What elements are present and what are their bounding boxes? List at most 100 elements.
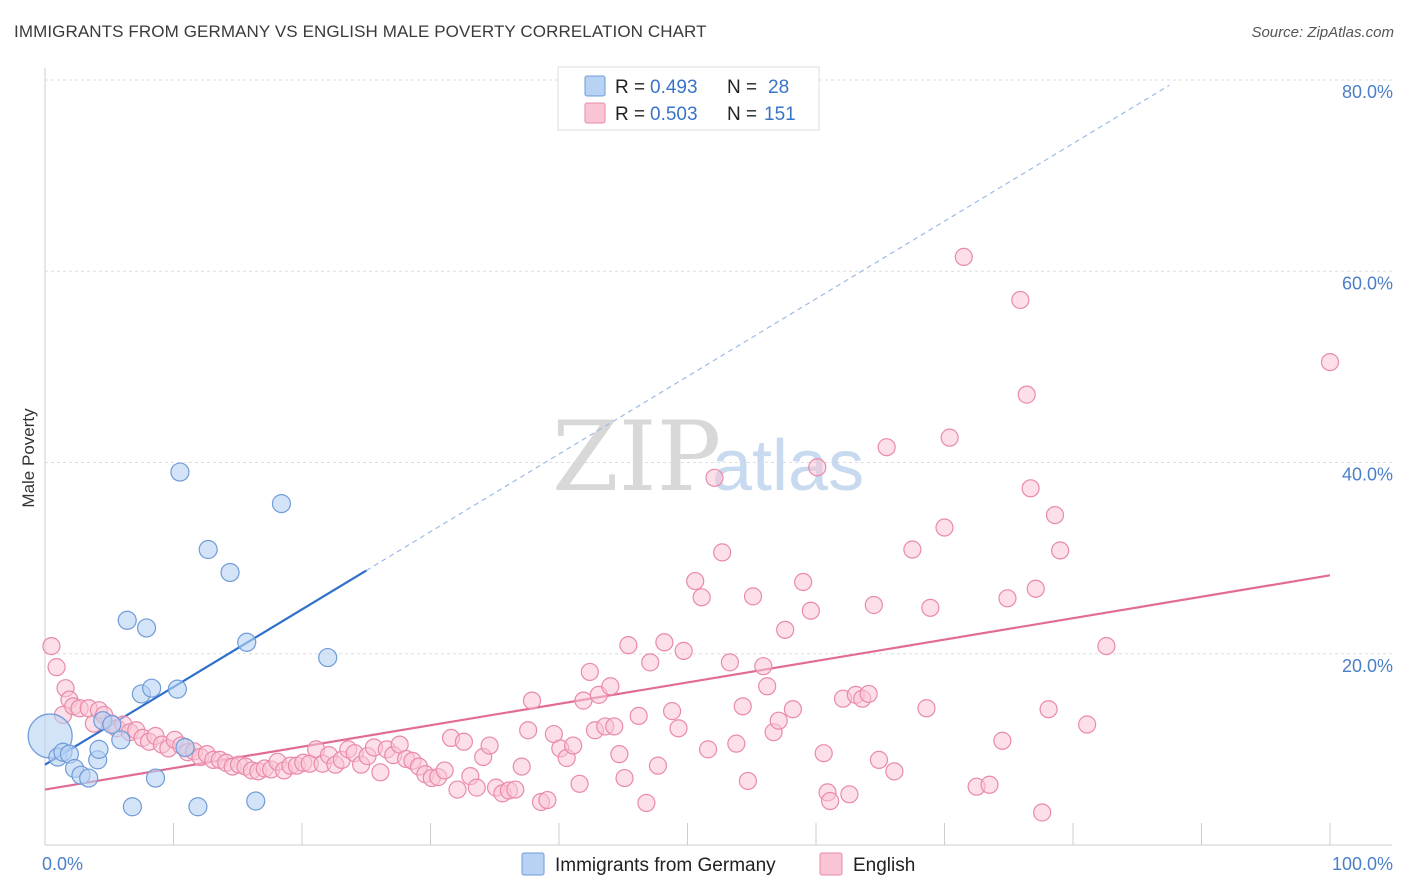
y-axis-title: Male Poverty <box>19 408 38 508</box>
english-point <box>637 793 656 813</box>
germany-point <box>122 797 142 817</box>
english-point <box>743 587 763 606</box>
english-point <box>692 588 711 607</box>
english-point <box>821 791 840 811</box>
germany-point <box>111 730 131 750</box>
germany-point <box>246 791 266 811</box>
legend-swatch-germany <box>584 75 606 97</box>
english-point <box>605 717 624 736</box>
english-point <box>705 468 724 487</box>
germany-point <box>198 539 218 560</box>
germany-point <box>220 562 240 583</box>
x-tick-label-min: 0.0% <box>42 854 83 874</box>
english-point <box>993 731 1012 750</box>
bottom-legend-swatch-english <box>819 852 843 876</box>
y-tick-labels: 20.0% 40.0% 60.0% 80.0% <box>1342 82 1393 676</box>
english-point <box>519 721 538 740</box>
english-point <box>480 736 499 755</box>
english-point <box>733 697 752 716</box>
english-point <box>47 658 66 677</box>
english-point <box>738 771 757 791</box>
watermark-atlas: atlas <box>712 426 864 506</box>
english-point <box>1320 352 1340 372</box>
bottom-legend-label-germany: Immigrants from Germany <box>555 855 776 876</box>
english-point <box>801 601 820 620</box>
english-point <box>903 540 922 559</box>
english-point <box>864 595 883 615</box>
english-point <box>783 700 802 719</box>
english-points <box>42 247 1340 822</box>
chart-source: Source: ZipAtlas.com <box>1251 24 1394 41</box>
english-point <box>564 736 583 755</box>
germany-trend-extension <box>365 84 1170 572</box>
germany-point <box>79 768 99 788</box>
english-point <box>580 662 599 682</box>
english-point <box>655 633 674 652</box>
english-point <box>921 598 940 617</box>
x-tick-label-max: 100.0% <box>1332 854 1393 874</box>
germany-point <box>145 768 166 788</box>
trend-lines <box>44 84 1331 791</box>
x-tick-labels: 0.0% 100.0% <box>42 854 1393 874</box>
english-point <box>574 691 593 710</box>
germany-point <box>271 494 292 514</box>
y-tick-label: 80.0% <box>1342 82 1393 102</box>
english-point <box>808 458 827 477</box>
english-point <box>713 543 732 562</box>
english-point <box>1017 385 1036 404</box>
english-point <box>601 677 620 696</box>
english-point <box>1045 505 1065 525</box>
english-point <box>648 756 668 775</box>
english-point <box>1026 579 1045 598</box>
gridlines <box>45 79 1392 655</box>
english-point <box>859 684 878 704</box>
bottom-legend-label-english: English <box>853 855 915 876</box>
english-point <box>998 589 1017 608</box>
germany-point <box>117 610 137 630</box>
english-point <box>448 780 467 799</box>
germany-trend-line <box>44 569 367 766</box>
top-legend: R = 0.493 N = 28 R = 0.503 N = 151 <box>557 66 820 131</box>
english-point <box>674 641 693 660</box>
english-point <box>869 750 889 769</box>
bottom-legend-swatch-germany <box>521 852 545 876</box>
legend-n-value-germany: 28 <box>768 77 789 98</box>
english-point <box>814 744 833 763</box>
legend-n-value-english: 151 <box>764 104 796 125</box>
germany-point <box>142 678 162 698</box>
english-point <box>629 706 648 726</box>
y-tick-label: 40.0% <box>1342 465 1393 485</box>
legend-swatch-english <box>584 102 606 124</box>
english-point <box>754 657 773 676</box>
english-point <box>538 790 557 810</box>
legend-r-label-germany: R = <box>615 77 645 98</box>
english-point <box>776 620 795 639</box>
english-point <box>877 438 896 457</box>
english-point <box>522 691 542 710</box>
english-point <box>454 732 474 751</box>
english-point <box>1021 479 1040 498</box>
germany-point <box>89 739 109 759</box>
y-tick-label: 20.0% <box>1342 656 1393 676</box>
english-point <box>686 571 705 591</box>
axes <box>44 68 1392 846</box>
legend-n-label-germany: N = <box>727 77 757 98</box>
english-point <box>727 734 746 753</box>
english-point <box>1033 803 1052 822</box>
english-point <box>698 740 718 759</box>
english-point <box>42 636 61 656</box>
english-point <box>1097 636 1116 656</box>
germany-point <box>175 737 195 758</box>
y-tick-label: 60.0% <box>1342 273 1393 293</box>
english-point <box>758 677 777 696</box>
english-point <box>840 785 859 804</box>
english-point <box>371 763 390 782</box>
legend-n-label-english: N = <box>727 104 757 125</box>
english-point <box>467 778 486 797</box>
english-point <box>615 768 634 788</box>
english-point <box>641 653 660 672</box>
english-point <box>506 780 525 799</box>
english-point <box>1039 700 1058 719</box>
english-point <box>935 518 954 537</box>
